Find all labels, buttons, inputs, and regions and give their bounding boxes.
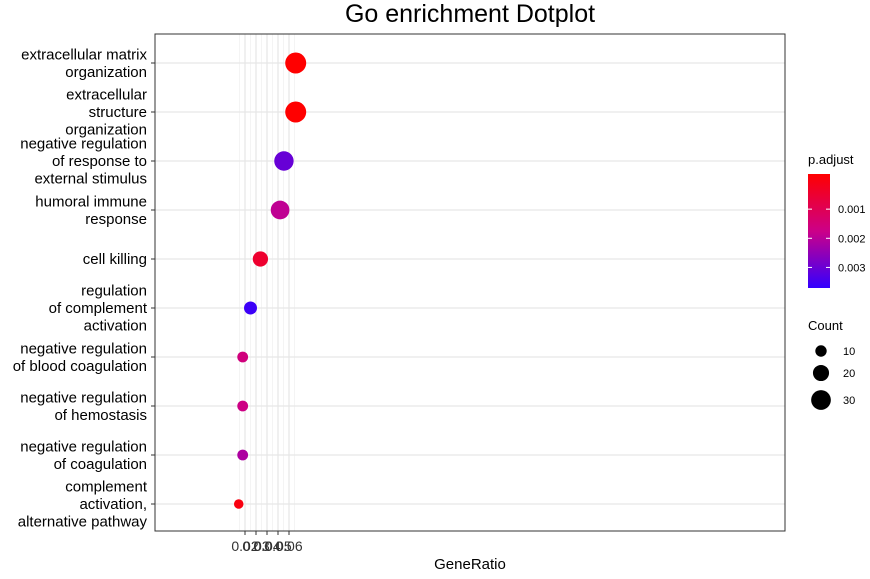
color-tick-label: 0.001 [838, 204, 866, 216]
color-tick-label: 0.002 [838, 233, 866, 245]
size-legend-label: 10 [843, 346, 855, 358]
category-label-line: negative regulation [20, 438, 147, 455]
legend: p.adjust 0.001 0.002 0.003 Count 10 20 30 [808, 152, 866, 410]
color-legend-title: p.adjust [808, 152, 854, 167]
size-legend-dot [811, 390, 831, 410]
size-legend-title: Count [808, 318, 843, 333]
category-label-line: regulation [81, 283, 147, 300]
grid-lines [155, 34, 785, 531]
plot-panel [154, 33, 786, 532]
category-label-line: extracellular matrix [21, 46, 147, 63]
data-point [237, 400, 249, 412]
data-point [274, 151, 294, 171]
data-point [244, 301, 257, 315]
category-label-line: negative regulation [20, 340, 147, 357]
category-label-line: cell killing [83, 251, 147, 268]
category-label-line: of response to [52, 153, 147, 170]
category-label-line: complement [65, 479, 148, 496]
y-axis-labels: extracellular matrixorganizationextracel… [13, 46, 155, 531]
category-label-line: organization [65, 64, 147, 81]
category-label-line: alternative pathway [18, 514, 148, 531]
x-tick-label: 0.02 [231, 538, 258, 554]
data-point [252, 251, 269, 267]
category-label-line: negative regulation [20, 136, 147, 153]
chart-title: Go enrichment Dotplot [345, 0, 595, 28]
x-axis-title: GeneRatio [434, 556, 506, 573]
data-point [285, 52, 307, 74]
x-tick-label: 0.04 [253, 538, 280, 554]
data-point [285, 101, 307, 123]
category-label-line: humoral immune [35, 193, 147, 210]
color-legend-ticks: 0.001 0.002 0.003 [808, 204, 866, 274]
category-label-line: external stimulus [34, 171, 147, 188]
data-point [233, 499, 244, 509]
category-label-line: structure [89, 104, 147, 121]
category-label-line: extracellular [66, 87, 147, 104]
x-tick-label: 0.03 [242, 538, 269, 554]
x-tick-label: 0.06 [275, 538, 302, 554]
category-label-line: response [85, 211, 147, 228]
x-axis-ticks: 0.020.030.040.050.06 [231, 531, 303, 554]
x-tick-label: 0.05 [264, 538, 291, 554]
data-points [233, 52, 307, 509]
category-label-line: of coagulation [54, 456, 147, 473]
category-label-line: of complement [49, 300, 148, 317]
size-legend-dot [812, 364, 830, 382]
size-legend-label: 20 [843, 368, 855, 380]
color-legend-bar [808, 174, 830, 288]
data-point [237, 351, 249, 363]
data-point [237, 449, 249, 461]
category-label-line: negative regulation [20, 389, 147, 406]
category-label-line: activation, [79, 496, 147, 513]
category-label: cell killing [83, 251, 147, 268]
data-point [270, 200, 290, 220]
size-legend-label: 30 [843, 395, 855, 407]
category-label-line: organization [65, 122, 147, 139]
color-tick-label: 0.003 [838, 262, 866, 274]
size-legend-dot [815, 345, 827, 357]
category-label-line: of hemostasis [54, 407, 147, 424]
category-label-line: of blood coagulation [13, 358, 147, 375]
category-label-line: activation [84, 318, 147, 335]
size-legend-keys: 10 20 30 [811, 345, 855, 410]
